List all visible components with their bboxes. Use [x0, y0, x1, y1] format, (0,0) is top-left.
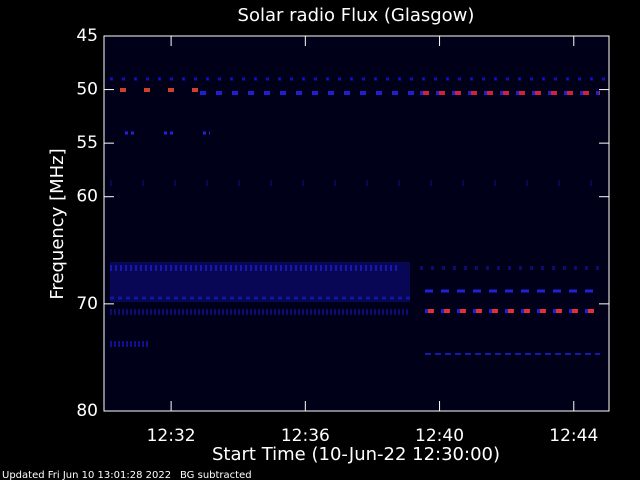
y-axis-label: Frequency [MHz]	[47, 148, 68, 299]
y-tick-label: 60	[76, 187, 98, 207]
footer-note: BG subtracted	[180, 470, 252, 480]
x-tick-label: 12:32	[147, 426, 196, 446]
x-tick-label: 12:44	[549, 426, 598, 446]
plot-frame	[103, 35, 610, 412]
y-tick-label: 50	[76, 80, 98, 100]
x-axis-label: Start Time (10-Jun-22 12:30:00)	[212, 444, 500, 465]
chart-title: Solar radio Flux (Glasgow)	[238, 5, 475, 26]
y-tick-label: 45	[76, 26, 98, 46]
y-tick-label: 55	[76, 133, 98, 153]
x-tick-label: 12:36	[281, 426, 330, 446]
y-tick-label: 80	[76, 401, 98, 421]
y-tick-label: 70	[76, 294, 98, 314]
plot-area	[104, 36, 609, 411]
spectrum-features	[110, 77, 609, 355]
footer-updated: Updated Fri Jun 10 13:01:28 2022	[2, 470, 171, 480]
x-tick-label: 12:40	[415, 426, 464, 446]
